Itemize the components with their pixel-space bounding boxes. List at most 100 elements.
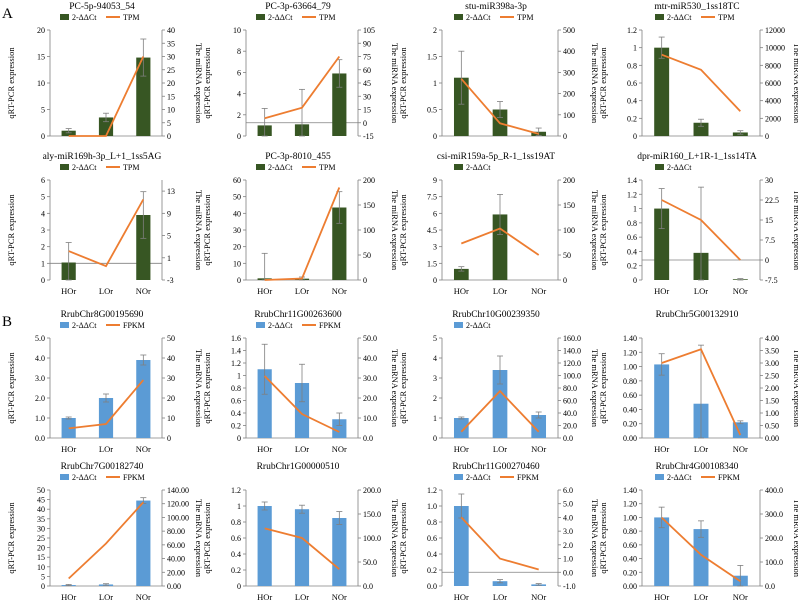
legend-bar-label: 2-ΔΔCt <box>466 13 491 22</box>
expression-line <box>264 375 340 433</box>
left-tick-label: 3 <box>433 243 437 252</box>
category-label: LOr <box>295 286 309 296</box>
left-tick-label: 10 <box>37 563 45 572</box>
left-tick-label: 0 <box>433 132 437 141</box>
chart-title: PC-3p-8010_455 <box>265 152 331 162</box>
chart-title: RrubChr11G00270460 <box>452 462 540 472</box>
right-tick-label: 20.0 <box>563 422 577 431</box>
legend-bar-swatch <box>454 322 463 328</box>
category-label: HOr <box>454 286 469 296</box>
left-tick-label: 0.6 <box>231 397 241 406</box>
y-axis-title: qRT-PCR expression <box>202 352 212 424</box>
right-tick-label: 3.00 <box>765 359 779 368</box>
category-label: HOr <box>654 286 669 296</box>
right-tick-label: 10 <box>167 414 175 423</box>
right-tick-label: -1.0 <box>563 582 576 591</box>
left-tick-label: 0.2 <box>427 566 437 575</box>
y-axis-title: qRT-PCR expression <box>598 502 608 574</box>
left-tick-label: 0.2 <box>231 422 241 431</box>
right-tick-label: 7.5 <box>765 236 775 245</box>
left-tick-label: 1.0 <box>35 414 45 423</box>
right-tick-label: 10000 <box>765 44 785 53</box>
y-axis-title: qRT-PCR expression <box>6 352 16 424</box>
right-tick-label: -15 <box>363 132 374 141</box>
left-tick-label: 1.00 <box>623 363 637 372</box>
right-tick-label: 1.0 <box>563 555 573 564</box>
legend-line-label: FPKM <box>517 473 539 482</box>
y2-axis-title: The mRNA expression <box>390 499 400 578</box>
bar <box>453 418 469 438</box>
category-label: LOr <box>694 444 708 454</box>
y2-axis-title: The mRNA expression <box>194 499 204 578</box>
expression-line <box>460 78 539 135</box>
chart-title: RrubChr8G00195690 <box>61 310 144 320</box>
left-tick-label: 0.0 <box>427 582 437 591</box>
category-label: HOr <box>454 592 469 602</box>
left-tick-label: 1 <box>237 372 241 381</box>
right-tick-label: 2.00 <box>765 384 779 393</box>
panel-label-a: A <box>2 6 13 22</box>
right-tick-label: 6.0 <box>563 486 573 495</box>
left-tick-label: 0.4 <box>231 409 241 418</box>
y2-axis-title: The miRNA expression <box>390 190 400 271</box>
category-label: LOr <box>694 592 708 602</box>
left-tick-label: 0 <box>41 276 45 285</box>
right-tick-label: 0.0 <box>363 434 373 443</box>
left-tick-label: 1.2 <box>231 359 241 368</box>
y2-axis-title: The mRNA expression <box>390 349 400 428</box>
category-label: LOr <box>99 286 113 296</box>
left-tick-label: 0 <box>237 276 241 285</box>
left-tick-label: 10 <box>233 26 241 35</box>
left-tick-label: 3 <box>41 226 45 235</box>
category-label: NOr <box>531 592 546 602</box>
left-tick-label: 0.8 <box>231 518 241 527</box>
chart-14: RrubChr1G00000510 0 0.2 0.4 0.6 0.8 1 1.2 0.0 50.… <box>202 462 400 602</box>
legend-bar-label: 2-ΔΔCt <box>268 321 293 330</box>
left-tick-label: 0 <box>237 132 241 141</box>
left-tick-label: 0.60 <box>623 391 637 400</box>
right-tick-label: 0 <box>563 132 567 141</box>
right-tick-label: 200.0 <box>765 534 783 543</box>
right-tick-label: 0 <box>167 132 171 141</box>
left-tick-label: 0.80 <box>623 527 637 536</box>
right-tick-label: 1.00 <box>765 409 779 418</box>
y2-axis-title: The mRNA expression <box>792 499 798 578</box>
category-label: NOr <box>332 286 347 296</box>
left-tick-label: 1.0 <box>427 502 437 511</box>
left-tick-label: 50 <box>233 193 241 202</box>
left-tick-label: 6 <box>41 176 45 185</box>
right-tick-label: 0 <box>167 434 171 443</box>
bar <box>492 581 508 586</box>
category-label: NOr <box>332 444 347 454</box>
left-tick-label: 1.20 <box>623 500 637 509</box>
left-tick-label: 1.40 <box>623 334 637 343</box>
left-tick-label: 0.40 <box>623 555 637 564</box>
bar <box>136 360 151 438</box>
left-tick-label: 0.60 <box>623 541 637 550</box>
right-tick-label: 2000 <box>765 114 781 123</box>
left-tick-label: 8 <box>237 47 241 56</box>
chart-2: PC-3p-63664_792-ΔΔCt TPM 0 2 4 6 8 10 -15 0 15 30 45… <box>202 2 400 141</box>
legend-bar-label: 2-ΔΔCt <box>667 473 692 482</box>
right-tick-label: 200.0 <box>363 486 381 495</box>
right-tick-label: 4.00 <box>765 334 779 343</box>
bar <box>294 509 310 586</box>
expression-line <box>264 55 341 120</box>
legend-line-label: TPM <box>319 13 335 22</box>
left-tick-label: 0 <box>41 132 45 141</box>
right-tick-label: 40.00 <box>167 555 185 564</box>
right-tick-label: 300.0 <box>765 510 783 519</box>
left-tick-label: 0.4 <box>427 550 437 559</box>
y2-axis-title: The miRNA expression <box>590 190 600 271</box>
expression-line <box>68 379 144 430</box>
right-tick-label: 120.0 <box>563 359 581 368</box>
bar <box>332 419 347 438</box>
y-axis-title: qRT-PCR expression <box>598 194 608 266</box>
left-tick-label: 2.0 <box>35 394 45 403</box>
left-tick-label: 0.8 <box>627 219 637 228</box>
left-tick-label: 0.00 <box>623 582 637 591</box>
y2-axis-title: The mRNA expression <box>590 499 600 578</box>
right-tick-label: 40 <box>167 354 175 363</box>
